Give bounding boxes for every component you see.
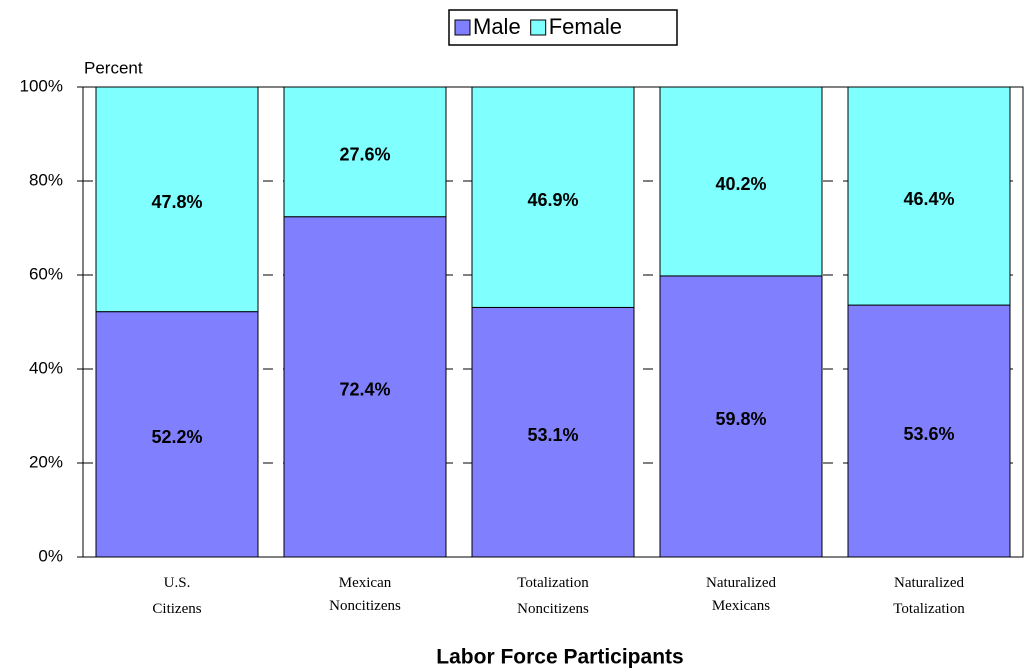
x-tick-label: Naturalized Totalization xyxy=(893,575,965,617)
bar-segment xyxy=(95,311,259,558)
x-axis-title: Labor Force Participants xyxy=(436,646,683,669)
data-label: 72.4% xyxy=(339,380,390,400)
data-label: 27.6% xyxy=(339,145,390,165)
legend-swatch xyxy=(530,19,547,36)
bar-segment xyxy=(283,216,447,558)
x-tick-label: Totalization Noncitizens xyxy=(517,575,589,617)
data-label: 46.9% xyxy=(527,190,578,210)
x-tick-label: U.S. Citizens xyxy=(152,575,201,617)
data-label: 47.8% xyxy=(151,192,202,212)
y-tick-label: 0% xyxy=(38,546,63,565)
legend-label: Male xyxy=(473,14,521,39)
bar-segment xyxy=(95,86,259,313)
bar-segment xyxy=(659,86,823,277)
x-tick-label: Mexican Noncitizens xyxy=(329,575,401,614)
y-tick-label: 80% xyxy=(29,170,63,189)
legend-swatch xyxy=(454,19,471,36)
legend-label: Female xyxy=(549,14,622,39)
y-tick-label: 40% xyxy=(29,358,63,377)
bar-segment xyxy=(847,304,1011,558)
bar-segment xyxy=(659,275,823,558)
data-label: 40.2% xyxy=(715,174,766,194)
y-tick-label: 60% xyxy=(29,264,63,283)
data-label: 53.1% xyxy=(527,425,578,445)
x-tick-label: Naturalized Mexicans xyxy=(706,575,776,614)
data-label: 53.6% xyxy=(903,424,954,444)
legend-box xyxy=(448,9,678,46)
bar-segment xyxy=(283,86,447,218)
bar-segment xyxy=(471,306,635,558)
data-label: 52.2% xyxy=(151,427,202,447)
data-label: 59.8% xyxy=(715,409,766,429)
data-label: 46.4% xyxy=(903,189,954,209)
y-tick-label: 20% xyxy=(29,452,63,471)
bar-segment xyxy=(847,86,1011,306)
y-tick-label: 100% xyxy=(20,76,63,95)
y-axis-title: Percent xyxy=(84,58,143,77)
bar-segment xyxy=(471,86,635,308)
